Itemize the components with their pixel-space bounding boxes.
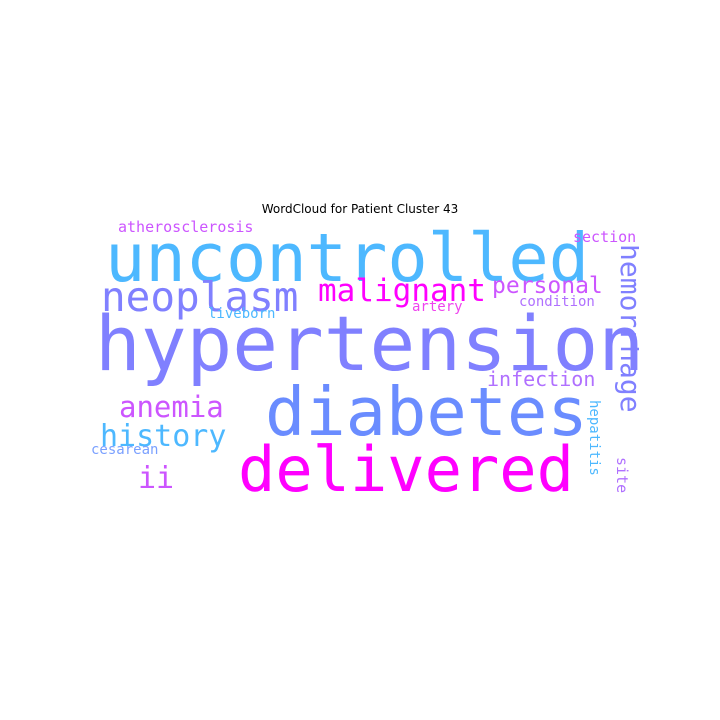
word-ii: ii — [138, 461, 175, 496]
word-anemia: anemia — [119, 390, 224, 424]
word-personal: personal — [492, 273, 603, 299]
word-neoplasm: neoplasm — [101, 273, 299, 321]
word-artery: artery — [412, 299, 463, 315]
word-hepatitis: hepatitis — [586, 400, 602, 476]
word-cesarean: cesarean — [91, 442, 159, 458]
word-liveborn: liveborn — [208, 306, 276, 322]
word-cloud: uncontrolled hypertension diabetes deliv… — [91, 220, 639, 496]
word-atherosclerosis: atherosclerosis — [118, 220, 254, 236]
word-malignant: malignant — [318, 273, 486, 309]
chart-title: WordCloud for Patient Cluster 43 — [261, 202, 459, 216]
word-hemorrhage: hemorrhage — [614, 244, 639, 413]
word-section: section — [573, 228, 637, 246]
word-infection: infection — [487, 367, 596, 391]
word-uncontrolled: uncontrolled — [105, 220, 590, 297]
word-hypertension: hypertension — [95, 299, 639, 388]
word-diabetes: diabetes — [265, 373, 588, 451]
word-history: history — [100, 419, 227, 454]
word-site: site — [613, 457, 631, 494]
word-delivered: delivered — [238, 433, 574, 497]
word-condition: condition — [519, 294, 595, 310]
